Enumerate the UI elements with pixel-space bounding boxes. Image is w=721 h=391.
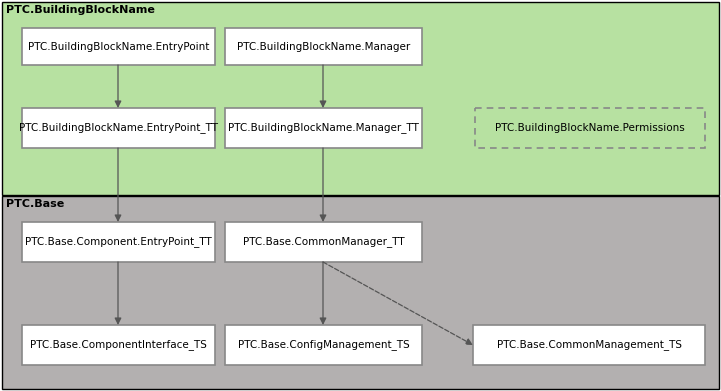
Text: PTC.BuildingBlockName.EntryPoint_TT: PTC.BuildingBlockName.EntryPoint_TT [19, 122, 218, 133]
Text: PTC.BuildingBlockName.Manager_TT: PTC.BuildingBlockName.Manager_TT [228, 122, 419, 133]
Text: PTC.BuildingBlockName.Permissions: PTC.BuildingBlockName.Permissions [495, 123, 685, 133]
Text: PTC.Base.ComponentInterface_TS: PTC.Base.ComponentInterface_TS [30, 339, 207, 350]
Bar [22, 28, 215, 65]
Text: PTC.BuildingBlockName: PTC.BuildingBlockName [6, 5, 155, 15]
Bar [225, 325, 422, 365]
Bar [475, 108, 705, 148]
Text: PTC.Base.Component.EntryPoint_TT: PTC.Base.Component.EntryPoint_TT [25, 237, 212, 248]
Bar [2, 2, 719, 195]
Bar [2, 196, 719, 389]
Text: PTC.Base: PTC.Base [6, 199, 64, 209]
Text: PTC.BuildingBlockName.Manager: PTC.BuildingBlockName.Manager [237, 41, 410, 52]
Bar [22, 108, 215, 148]
Text: PTC.Base.ConfigManagement_TS: PTC.Base.ConfigManagement_TS [238, 339, 410, 350]
Bar [225, 28, 422, 65]
Text: PTC.BuildingBlockName.EntryPoint: PTC.BuildingBlockName.EntryPoint [28, 41, 209, 52]
Bar [473, 325, 705, 365]
Bar [225, 108, 422, 148]
Bar [225, 222, 422, 262]
Text: PTC.Base.CommonManagement_TS: PTC.Base.CommonManagement_TS [497, 339, 681, 350]
Bar [22, 222, 215, 262]
Text: PTC.Base.CommonManager_TT: PTC.Base.CommonManager_TT [243, 237, 404, 248]
Bar [22, 325, 215, 365]
